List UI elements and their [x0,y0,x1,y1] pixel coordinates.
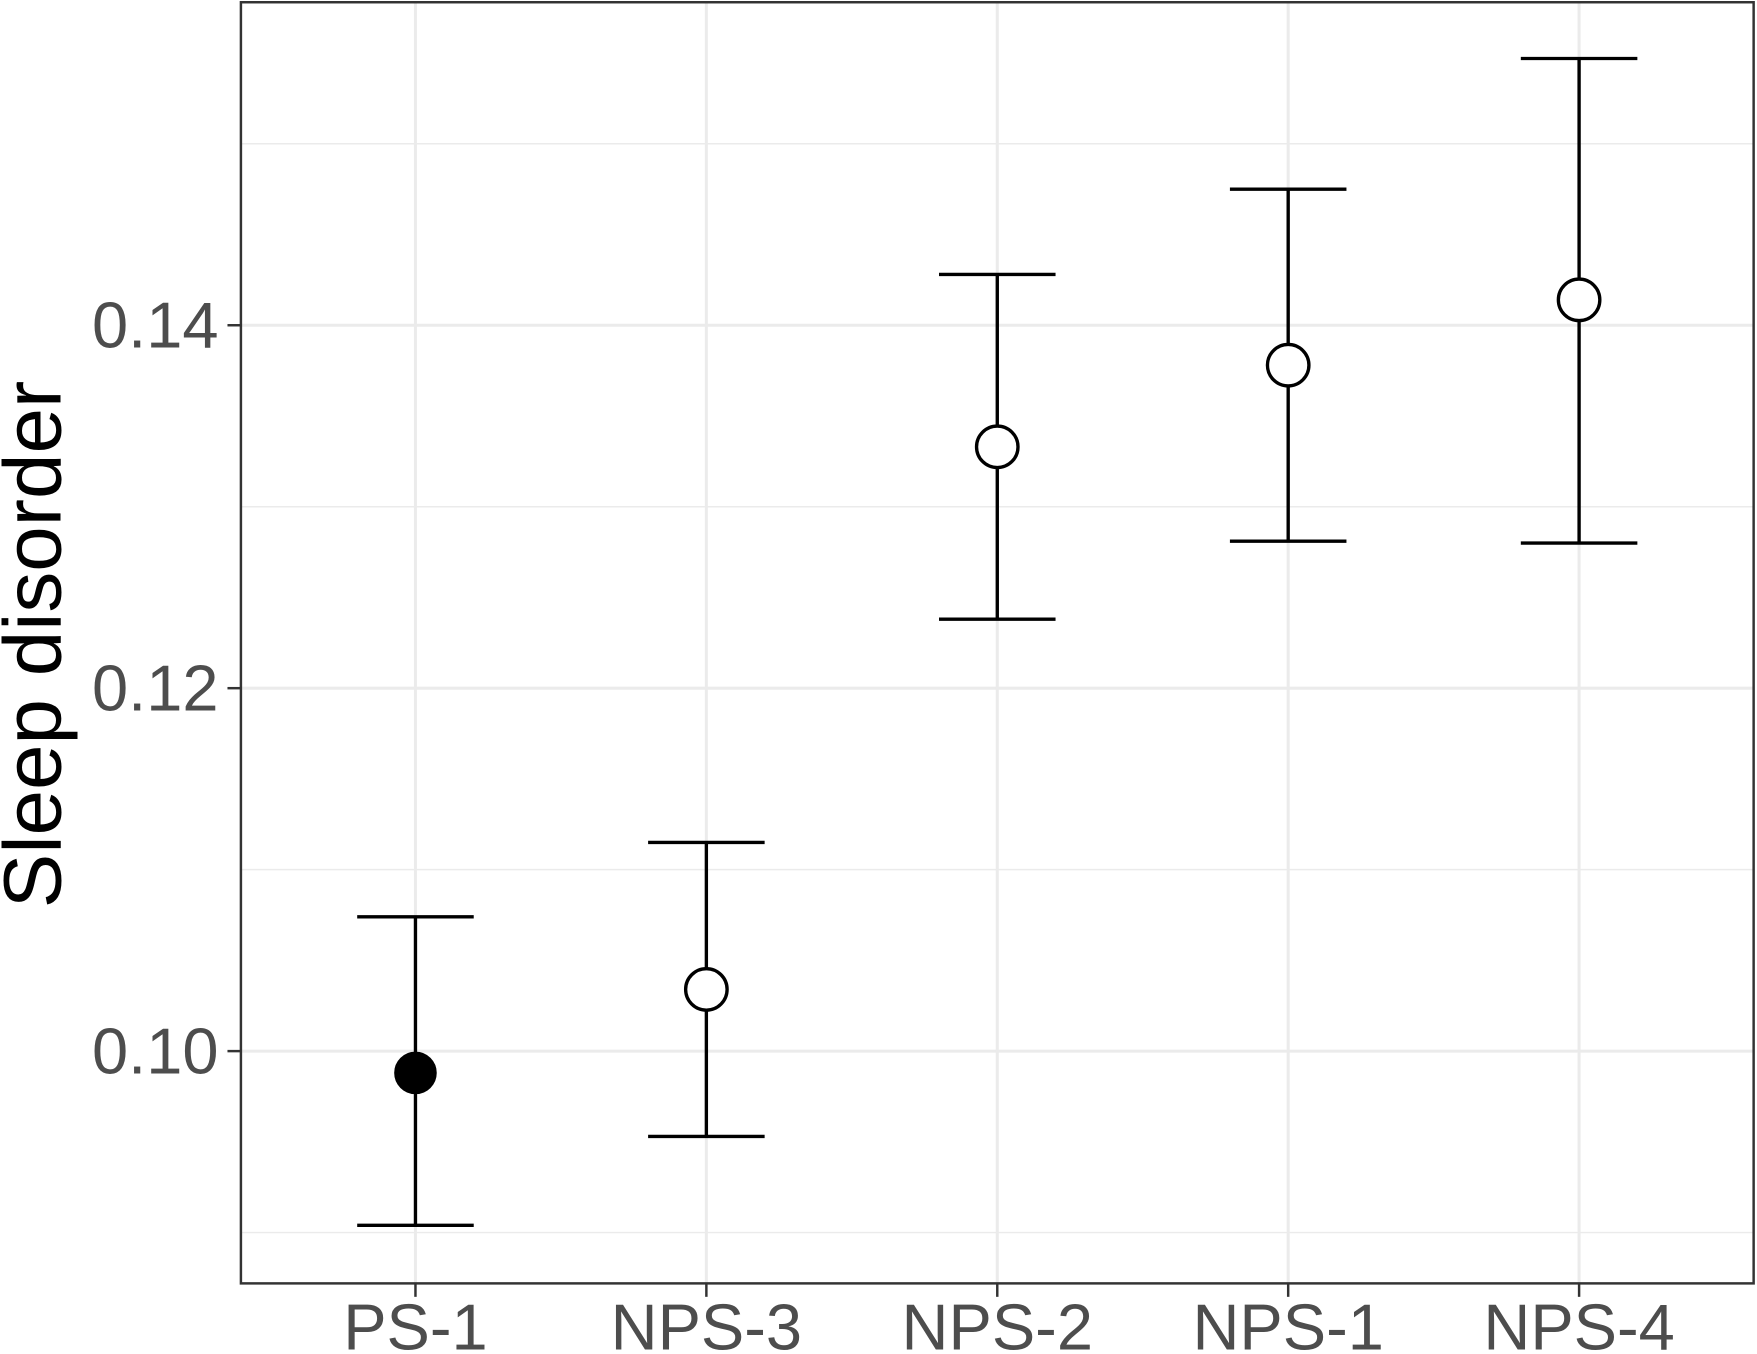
y-tick-label: 0.10 [92,1015,218,1088]
point-NPS-2 [974,424,1020,470]
x-tick-label: NPS-3 [611,1291,802,1354]
point-PS-1 [394,1051,437,1095]
x-tick-label: NPS-2 [902,1291,1093,1354]
x-tick-label: PS-1 [343,1291,487,1354]
y-tick-label: 0.14 [92,289,218,362]
x-tick-label: NPS-1 [1192,1291,1383,1354]
point-NPS-4 [1556,277,1602,323]
x-tick-labels: PS-1 NPS-3 NPS-2 NPS-1 NPS-4 [343,1291,1675,1354]
axis-ticks [227,324,1581,1297]
y-tick-label: 0.12 [92,652,218,725]
x-tick-label: NPS-4 [1483,1291,1674,1354]
point-NPS-3 [683,966,729,1012]
y-tick-labels: 0.10 0.12 0.14 [92,289,218,1088]
points [394,277,1602,1095]
point-NPS-1 [1265,342,1311,388]
y-axis-title: Sleep disorder [0,381,79,909]
